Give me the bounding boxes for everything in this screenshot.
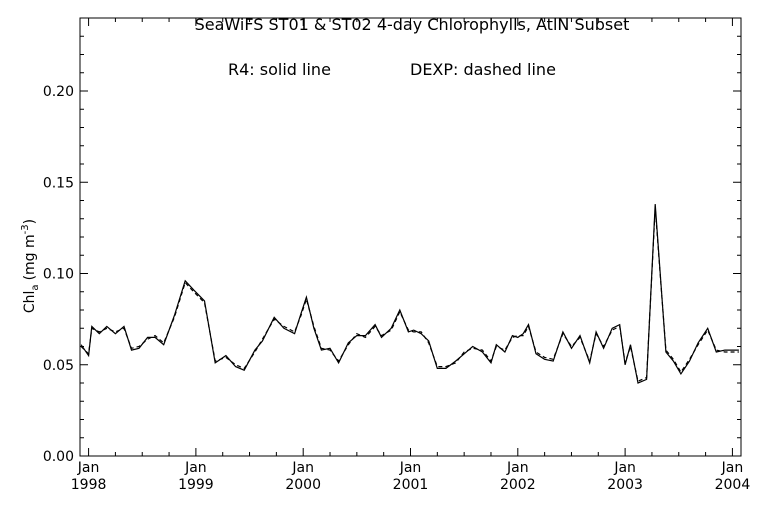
x-axis: Jan1998Jan1999Jan2000Jan2001Jan2002Jan20… <box>71 18 751 493</box>
x-tick-month-label: Jan <box>721 460 744 476</box>
y-axis-label-units: (mg m <box>22 234 38 280</box>
x-tick-year-label: 2001 <box>393 477 429 493</box>
x-tick-year-label: 2003 <box>607 477 643 493</box>
y-axis-label-subscript: a <box>30 284 41 290</box>
x-tick-month-label: Jan <box>613 460 636 476</box>
x-tick-month-label: Jan <box>506 460 529 476</box>
x-tick-year-label: 2002 <box>500 477 536 493</box>
series-line-dexp <box>80 207 739 383</box>
y-tick-label: 0.20 <box>43 84 74 100</box>
y-tick-label: 0.00 <box>43 449 74 465</box>
y-axis-label-main: Chl <box>22 291 38 314</box>
x-tick-year-label: 1999 <box>178 477 214 493</box>
y-tick-label: 0.10 <box>43 267 74 283</box>
y-axis-label: Chla (mg m-3) <box>20 219 41 313</box>
legend-solid-label: R4: solid line <box>228 60 331 79</box>
y-axis-label-exponent: -3 <box>20 224 31 234</box>
x-tick-month-label: Jan <box>184 460 207 476</box>
x-tick-month-label: Jan <box>399 460 422 476</box>
y-tick-label: 0.15 <box>43 175 74 191</box>
y-axis-label-close: ) <box>22 219 38 224</box>
y-tick-label: 0.05 <box>43 358 74 374</box>
series-layer <box>80 204 739 384</box>
x-tick-year-label: 2004 <box>715 477 751 493</box>
x-tick-year-label: 1998 <box>71 477 107 493</box>
legend-dashed-label: DEXP: dashed line <box>410 60 556 79</box>
x-tick-month-label: Jan <box>77 460 100 476</box>
y-axis: 0.00 0.05 0.10 0.15 0.20 <box>43 35 741 465</box>
x-tick-month-label: Jan <box>291 460 314 476</box>
x-tick-year-label: 2000 <box>285 477 321 493</box>
